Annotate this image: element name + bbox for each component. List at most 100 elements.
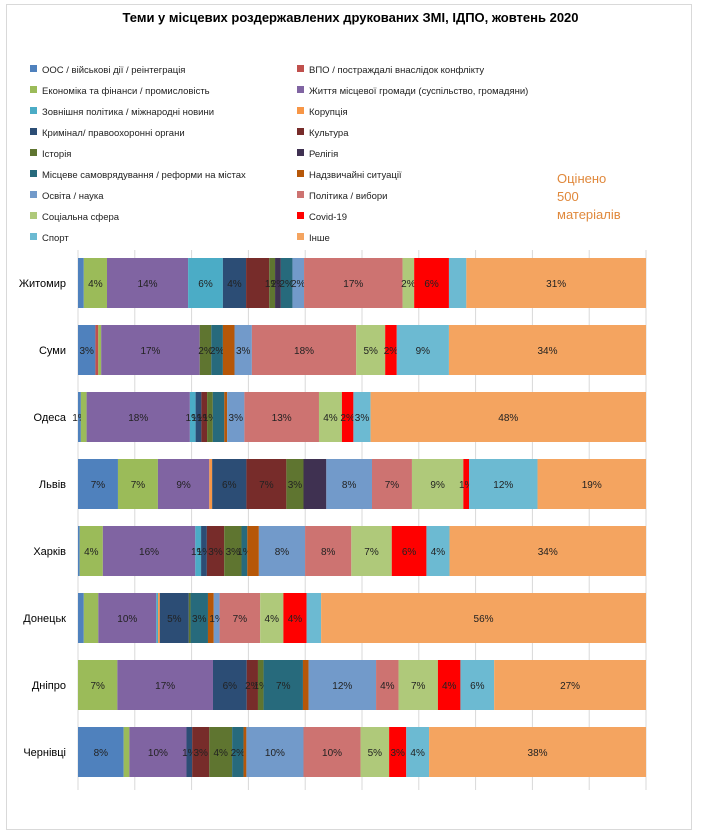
data-label: 1% bbox=[209, 614, 224, 625]
data-label: 6% bbox=[402, 547, 417, 558]
bar-segment bbox=[353, 392, 371, 442]
bar-segment bbox=[275, 258, 281, 308]
legend-label: Інше bbox=[309, 233, 330, 244]
bar-segment bbox=[199, 325, 212, 375]
data-label: 13% bbox=[272, 413, 292, 424]
bar-segment bbox=[246, 660, 258, 710]
data-label: 3% bbox=[79, 346, 94, 357]
legend-item: Релігія bbox=[297, 148, 338, 162]
data-label: 4% bbox=[88, 279, 103, 290]
bar-segment bbox=[95, 325, 99, 375]
data-label: 1% bbox=[191, 413, 206, 424]
bar-segment bbox=[258, 526, 306, 576]
data-label: 4% bbox=[431, 547, 446, 558]
bar-segment bbox=[437, 660, 461, 710]
legend-swatch bbox=[297, 233, 304, 240]
bar-segment bbox=[156, 593, 159, 643]
bar-segment bbox=[78, 459, 118, 509]
legend-swatch bbox=[297, 65, 304, 72]
data-label: 2% bbox=[291, 279, 306, 290]
sample-note-line-2: 500 bbox=[557, 189, 579, 204]
data-label: 34% bbox=[538, 547, 558, 558]
legend-item: Місцеве самоврядування / реформи на міст… bbox=[30, 169, 246, 183]
bar-segment bbox=[106, 258, 189, 308]
bar-segment bbox=[429, 727, 646, 777]
data-label: 6% bbox=[223, 681, 238, 692]
data-label: 1% bbox=[197, 413, 212, 424]
data-label: 2% bbox=[384, 346, 399, 357]
data-label: 9% bbox=[176, 480, 191, 491]
data-label: 2% bbox=[231, 748, 246, 759]
legend-item: Економіка та фінанси / промисловість bbox=[30, 85, 210, 99]
bar-segment bbox=[286, 459, 304, 509]
bar-segment bbox=[263, 660, 303, 710]
bar-segment bbox=[326, 459, 372, 509]
legend-label: Кримінал/ правоохоронні органи bbox=[42, 128, 185, 139]
bar-segment bbox=[376, 660, 399, 710]
legend-swatch bbox=[30, 170, 37, 177]
bar-segment bbox=[80, 392, 87, 442]
data-label: 2% bbox=[210, 346, 225, 357]
data-label: 7% bbox=[259, 480, 274, 491]
data-label: 12% bbox=[332, 681, 352, 692]
data-label: 8% bbox=[94, 748, 109, 759]
sample-note-line-1: Оцінено bbox=[557, 171, 607, 186]
category-label: Суми bbox=[39, 345, 66, 357]
bar-segment bbox=[283, 593, 307, 643]
bar-segment bbox=[157, 459, 210, 509]
data-label: 2% bbox=[340, 413, 355, 424]
legend-item: Спорт bbox=[30, 232, 69, 246]
bar-segment bbox=[224, 392, 228, 442]
legend-label: Спорт bbox=[42, 233, 69, 244]
data-label: 1% bbox=[197, 547, 212, 558]
bar-segment bbox=[98, 593, 157, 643]
data-label: 4% bbox=[410, 748, 425, 759]
bar-segment bbox=[449, 526, 646, 576]
data-label: 8% bbox=[321, 547, 336, 558]
data-label: 6% bbox=[198, 279, 213, 290]
bar-segment bbox=[466, 258, 646, 308]
bar-segment bbox=[241, 526, 248, 576]
data-label: 3% bbox=[192, 614, 207, 625]
bar-segment bbox=[351, 526, 392, 576]
bar-segment bbox=[207, 593, 214, 643]
bar-segment bbox=[207, 392, 213, 442]
bar-segment bbox=[117, 459, 158, 509]
legend-label: Соціальна сфера bbox=[42, 212, 120, 223]
bar-segment bbox=[406, 727, 430, 777]
bar-segment bbox=[201, 526, 207, 576]
data-label: 16% bbox=[139, 547, 159, 558]
bar-segment bbox=[246, 258, 270, 308]
legend-swatch bbox=[297, 107, 304, 114]
bar-segment bbox=[414, 258, 449, 308]
legend-item: Життя місцевої громади (суспільство, гро… bbox=[297, 85, 528, 99]
legend-item: ООС / військові дії / реінтеграція bbox=[30, 64, 185, 78]
data-label: 4% bbox=[323, 413, 338, 424]
data-label: 7% bbox=[91, 480, 106, 491]
legend-label: ВПО / постраждалі внаслідок конфлікту bbox=[309, 65, 485, 76]
bar-segment bbox=[201, 392, 208, 442]
bar-segment bbox=[308, 660, 377, 710]
data-label: 1% bbox=[182, 748, 197, 759]
data-label: 17% bbox=[155, 681, 175, 692]
category-label: Донецьк bbox=[23, 613, 66, 625]
bar-segment bbox=[243, 727, 247, 777]
bar-segment bbox=[232, 727, 244, 777]
legend-item: Корупція bbox=[297, 106, 348, 120]
data-label: 10% bbox=[265, 748, 285, 759]
data-label: 2% bbox=[271, 279, 286, 290]
bar-segment bbox=[398, 660, 438, 710]
data-label: 1% bbox=[186, 413, 201, 424]
data-label: 8% bbox=[342, 480, 357, 491]
bar-segment bbox=[448, 258, 467, 308]
bar-segment bbox=[206, 526, 225, 576]
data-label: 17% bbox=[140, 346, 160, 357]
legend-item: Інше bbox=[297, 232, 330, 246]
legend-swatch bbox=[30, 107, 37, 114]
bar-segment bbox=[83, 258, 107, 308]
data-label: 38% bbox=[528, 748, 548, 759]
bar-segment bbox=[78, 727, 124, 777]
data-label: 3% bbox=[226, 547, 241, 558]
bar-segment bbox=[209, 459, 213, 509]
bar-segment bbox=[224, 526, 242, 576]
